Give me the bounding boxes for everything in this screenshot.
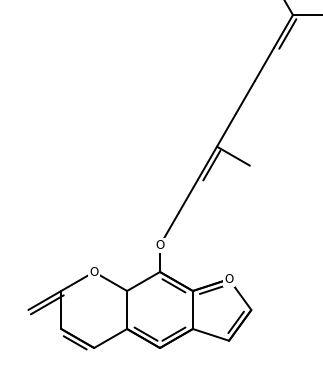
- Text: O: O: [155, 239, 165, 252]
- Text: O: O: [89, 265, 99, 279]
- Text: O: O: [224, 273, 234, 286]
